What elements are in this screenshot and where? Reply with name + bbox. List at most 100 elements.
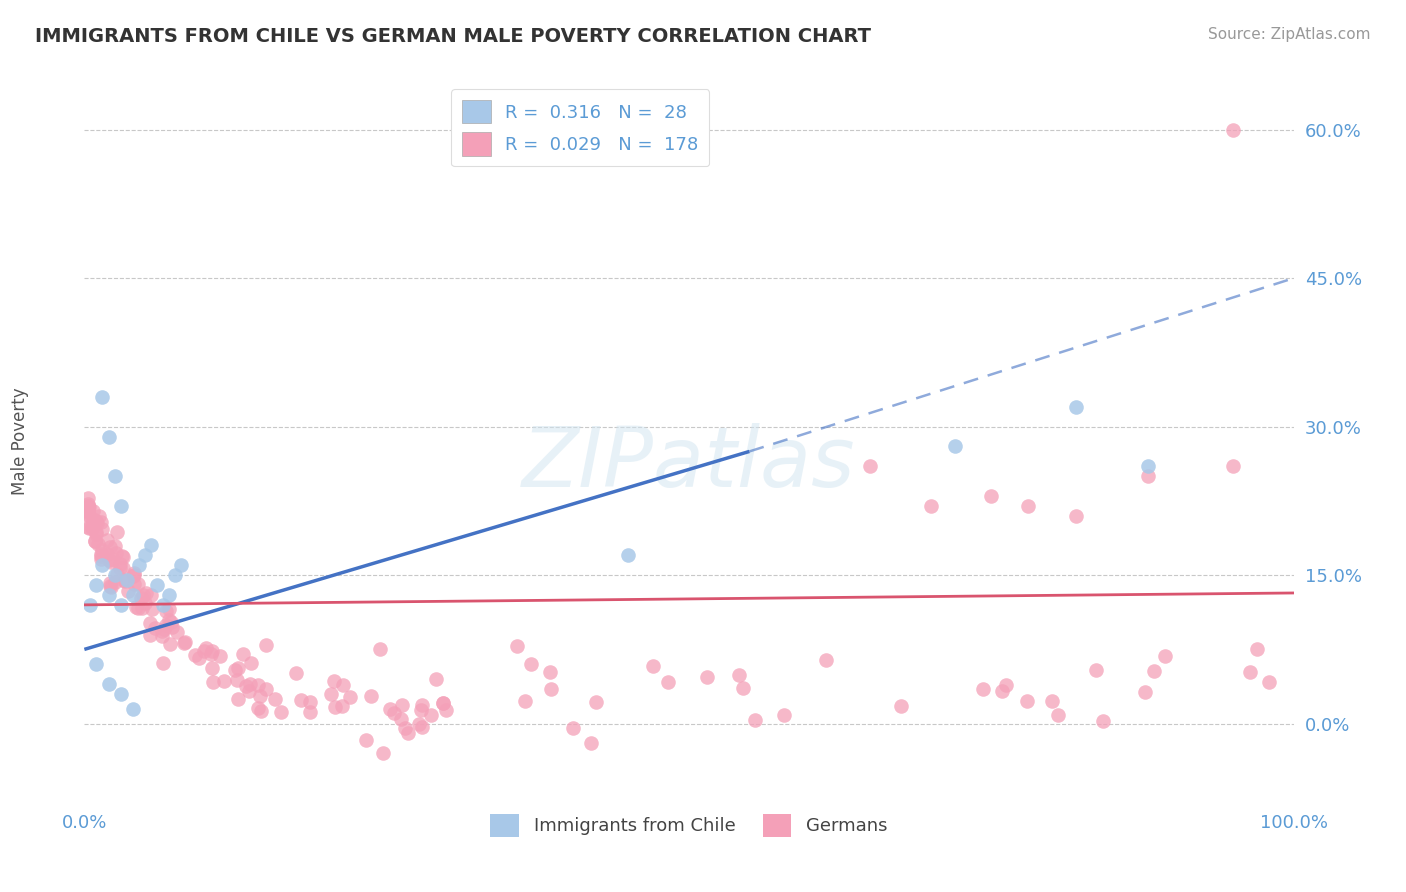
Point xyxy=(77,500,100,515)
Point xyxy=(104,568,127,582)
Point xyxy=(419,708,441,723)
Point xyxy=(77,500,100,514)
Point xyxy=(122,569,145,583)
Point xyxy=(77,519,100,533)
Point xyxy=(80,521,103,535)
Point xyxy=(506,639,529,653)
Point xyxy=(425,672,447,686)
Point xyxy=(97,553,120,567)
Point xyxy=(153,623,176,637)
Point xyxy=(731,681,754,695)
Point xyxy=(98,576,121,591)
Point xyxy=(112,573,135,587)
Point xyxy=(1064,400,1087,414)
Point xyxy=(157,613,180,627)
Point xyxy=(127,601,149,615)
Point xyxy=(772,707,794,722)
Point xyxy=(744,713,766,727)
Point xyxy=(97,677,120,691)
Point xyxy=(117,583,139,598)
Point xyxy=(84,514,107,528)
Point xyxy=(264,692,287,706)
Point xyxy=(138,628,160,642)
Point xyxy=(77,506,100,520)
Point xyxy=(150,624,173,638)
Point xyxy=(104,574,127,589)
Point xyxy=(323,700,346,714)
Point xyxy=(110,557,132,571)
Point xyxy=(980,489,1002,503)
Point xyxy=(432,697,454,711)
Point xyxy=(97,429,120,443)
Point xyxy=(124,567,146,582)
Point xyxy=(232,647,254,661)
Point xyxy=(84,533,107,548)
Point xyxy=(354,733,377,747)
Point xyxy=(240,656,263,670)
Point xyxy=(224,663,246,677)
Point xyxy=(859,459,882,474)
Point xyxy=(188,651,211,665)
Point xyxy=(86,516,108,530)
Point xyxy=(110,561,132,575)
Point xyxy=(155,604,177,618)
Point xyxy=(139,616,162,631)
Point xyxy=(98,540,121,554)
Point xyxy=(125,600,148,615)
Point xyxy=(77,508,100,523)
Point xyxy=(152,656,174,670)
Point xyxy=(643,659,665,673)
Point xyxy=(1085,664,1108,678)
Point xyxy=(323,673,346,688)
Point xyxy=(90,547,112,561)
Point xyxy=(382,706,405,720)
Y-axis label: Male Poverty: Male Poverty xyxy=(11,388,28,495)
Point xyxy=(1142,665,1164,679)
Point xyxy=(90,549,112,564)
Point xyxy=(105,524,128,539)
Point xyxy=(160,615,183,629)
Point xyxy=(815,652,838,666)
Point xyxy=(121,588,143,602)
Point xyxy=(90,552,112,566)
Point xyxy=(165,568,187,582)
Point xyxy=(97,588,120,602)
Point xyxy=(617,549,640,563)
Point xyxy=(371,746,394,760)
Point xyxy=(202,674,225,689)
Point xyxy=(540,682,562,697)
Point xyxy=(145,621,167,635)
Point xyxy=(1017,499,1039,513)
Point xyxy=(585,695,607,709)
Point xyxy=(128,558,150,573)
Point xyxy=(396,725,419,739)
Point xyxy=(409,703,432,717)
Point xyxy=(132,588,155,602)
Point xyxy=(519,657,541,671)
Point xyxy=(943,440,966,454)
Point xyxy=(1040,694,1063,708)
Point xyxy=(122,566,145,580)
Point xyxy=(1246,641,1268,656)
Point xyxy=(411,698,433,712)
Point xyxy=(1046,708,1069,723)
Legend: Immigrants from Chile, Germans: Immigrants from Chile, Germans xyxy=(484,806,894,845)
Point xyxy=(104,469,127,483)
Point xyxy=(200,647,222,661)
Point xyxy=(112,561,135,575)
Point xyxy=(141,602,163,616)
Point xyxy=(1222,122,1244,136)
Point xyxy=(1091,714,1114,729)
Point xyxy=(146,578,169,592)
Point xyxy=(1015,694,1038,708)
Point xyxy=(696,670,718,684)
Point xyxy=(101,552,124,566)
Point xyxy=(86,578,108,592)
Point xyxy=(110,499,132,513)
Point xyxy=(121,702,143,716)
Point xyxy=(339,690,361,705)
Point xyxy=(1133,685,1156,699)
Point xyxy=(155,618,177,632)
Point xyxy=(77,504,100,518)
Text: ZIPatlas: ZIPatlas xyxy=(522,423,856,504)
